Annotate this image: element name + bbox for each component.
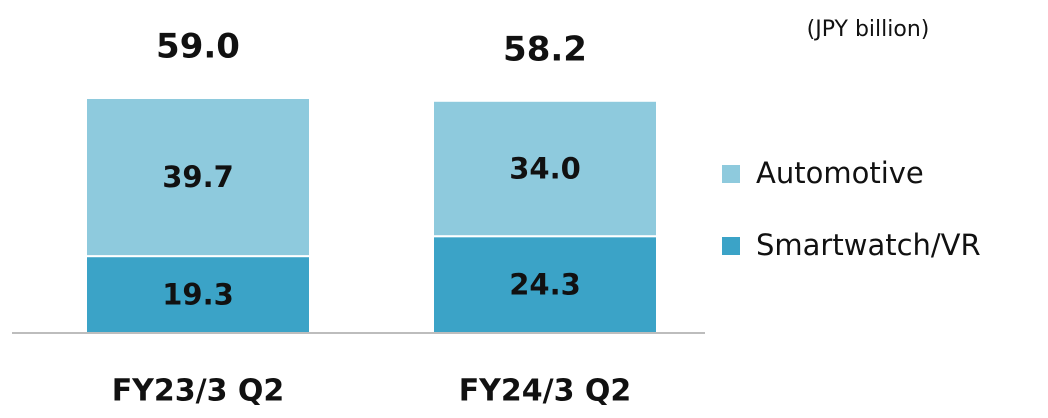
legend-label: Smartwatch/VR — [756, 228, 981, 262]
legend-swatch — [722, 237, 740, 255]
total-label: 58.2 — [503, 30, 587, 70]
bar-segment — [85, 255, 311, 334]
total-label: 59.0 — [156, 27, 240, 67]
data-label: 39.7 — [162, 160, 234, 194]
bar-segment — [432, 99, 658, 238]
x-tick-label: FY23/3 Q2 — [112, 374, 285, 409]
legend-label: Automotive — [756, 156, 924, 190]
bar-segment — [85, 97, 311, 258]
data-label: 24.3 — [509, 268, 581, 302]
legend-swatch — [722, 165, 740, 183]
data-label: 34.0 — [509, 152, 581, 186]
data-label: 19.3 — [162, 278, 234, 312]
unit-annotation: (JPY billion) — [807, 17, 930, 42]
x-tick-label: FY24/3 Q2 — [459, 374, 632, 409]
